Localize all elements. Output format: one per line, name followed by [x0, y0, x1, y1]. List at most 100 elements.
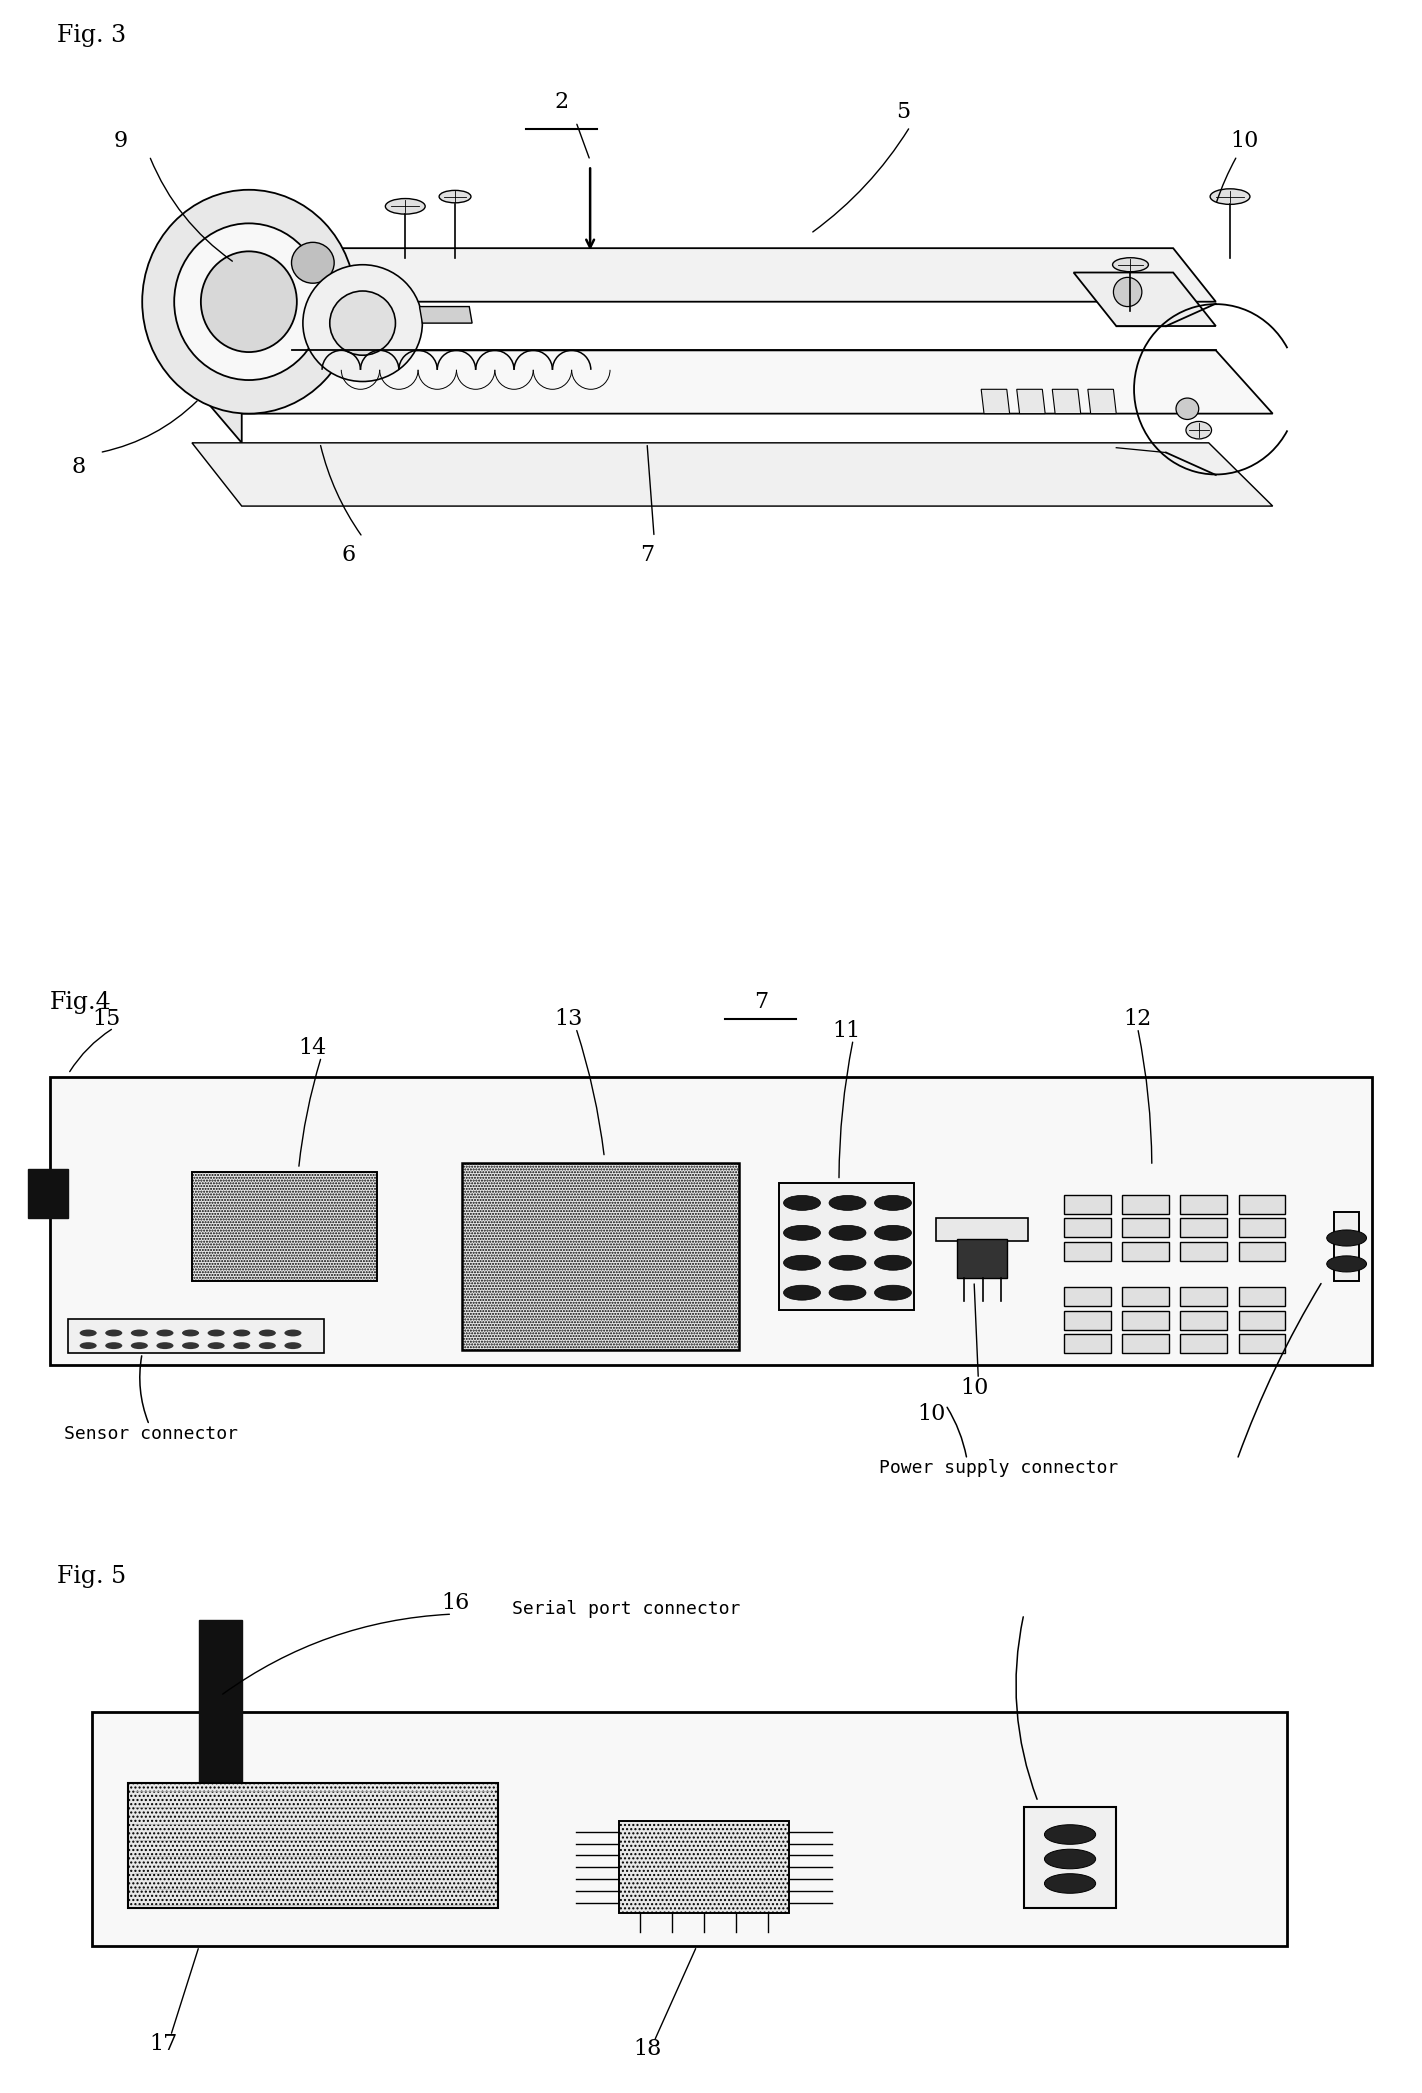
- Text: 5: 5: [896, 100, 910, 123]
- Circle shape: [131, 1342, 148, 1350]
- Bar: [1334, 1212, 1359, 1281]
- Bar: [1122, 1218, 1169, 1237]
- Bar: [1024, 1806, 1116, 1909]
- Bar: [1122, 1287, 1169, 1306]
- Text: Fig.4: Fig.4: [50, 990, 111, 1013]
- Circle shape: [784, 1285, 820, 1300]
- Text: 17: 17: [149, 2032, 178, 2055]
- Bar: [1239, 1241, 1285, 1260]
- Polygon shape: [249, 249, 1216, 301]
- Polygon shape: [192, 350, 242, 444]
- Circle shape: [829, 1285, 866, 1300]
- Ellipse shape: [1186, 421, 1212, 440]
- Circle shape: [233, 1329, 250, 1337]
- Polygon shape: [1017, 389, 1045, 414]
- Circle shape: [875, 1285, 912, 1300]
- Bar: [1064, 1333, 1111, 1352]
- Circle shape: [233, 1342, 250, 1350]
- Text: 11: 11: [832, 1019, 860, 1042]
- Circle shape: [105, 1329, 122, 1337]
- Circle shape: [182, 1329, 199, 1337]
- Ellipse shape: [142, 190, 356, 414]
- Circle shape: [784, 1195, 820, 1210]
- Bar: [1122, 1333, 1169, 1352]
- Bar: [1180, 1287, 1227, 1306]
- Circle shape: [131, 1329, 148, 1337]
- Polygon shape: [1052, 389, 1081, 414]
- Bar: [1180, 1333, 1227, 1352]
- Ellipse shape: [303, 264, 422, 381]
- Circle shape: [208, 1342, 225, 1350]
- Ellipse shape: [292, 243, 334, 283]
- Bar: [50, 1076, 1372, 1365]
- Circle shape: [829, 1256, 866, 1270]
- Bar: [1180, 1310, 1227, 1329]
- Bar: [1064, 1241, 1111, 1260]
- Polygon shape: [1088, 389, 1116, 414]
- Bar: [779, 1183, 914, 1310]
- Text: 7: 7: [754, 990, 768, 1013]
- Circle shape: [1044, 1825, 1095, 1844]
- Text: 9: 9: [114, 130, 128, 153]
- Ellipse shape: [385, 199, 425, 213]
- Circle shape: [80, 1342, 97, 1350]
- Text: 12: 12: [1123, 1009, 1152, 1030]
- Circle shape: [1327, 1231, 1367, 1245]
- Circle shape: [1327, 1256, 1367, 1273]
- Ellipse shape: [1112, 257, 1149, 272]
- Bar: [1180, 1218, 1227, 1237]
- Circle shape: [829, 1224, 866, 1241]
- Text: 15: 15: [92, 1009, 121, 1030]
- Polygon shape: [192, 444, 1273, 507]
- Bar: [28, 1168, 68, 1218]
- Bar: [1239, 1310, 1285, 1329]
- Text: Sensor connector: Sensor connector: [64, 1425, 237, 1442]
- Circle shape: [829, 1195, 866, 1210]
- Bar: [1122, 1241, 1169, 1260]
- Bar: [1122, 1310, 1169, 1329]
- Circle shape: [784, 1256, 820, 1270]
- Polygon shape: [981, 389, 1010, 414]
- Ellipse shape: [1176, 398, 1199, 419]
- Bar: [1064, 1287, 1111, 1306]
- Bar: [1180, 1195, 1227, 1214]
- Text: Fig. 5: Fig. 5: [57, 1566, 127, 1589]
- Polygon shape: [192, 350, 1273, 414]
- Polygon shape: [249, 249, 292, 350]
- Circle shape: [208, 1329, 225, 1337]
- Bar: [1239, 1333, 1285, 1352]
- Text: 16: 16: [441, 1593, 469, 1614]
- Circle shape: [784, 1224, 820, 1241]
- Bar: [1239, 1195, 1285, 1214]
- Text: Power supply connector: Power supply connector: [879, 1459, 1118, 1478]
- Text: 7: 7: [640, 544, 654, 565]
- Bar: [1239, 1218, 1285, 1237]
- Text: 18: 18: [633, 2039, 661, 2060]
- Text: 10: 10: [1230, 130, 1258, 153]
- Bar: [1239, 1287, 1285, 1306]
- Circle shape: [1044, 1850, 1095, 1869]
- Bar: [192, 1172, 377, 1281]
- Text: 6: 6: [341, 544, 356, 565]
- Text: Serial port connector: Serial port connector: [512, 1599, 741, 1618]
- Text: Fig. 3: Fig. 3: [57, 25, 127, 48]
- Ellipse shape: [1210, 188, 1250, 205]
- Ellipse shape: [1113, 278, 1142, 306]
- Polygon shape: [419, 306, 472, 322]
- Bar: [619, 1821, 789, 1913]
- Bar: [936, 1218, 1028, 1241]
- Text: 2: 2: [555, 92, 569, 113]
- Circle shape: [875, 1256, 912, 1270]
- Circle shape: [156, 1329, 173, 1337]
- Circle shape: [80, 1329, 97, 1337]
- Ellipse shape: [439, 190, 471, 203]
- Text: 10: 10: [960, 1377, 988, 1398]
- Circle shape: [875, 1224, 912, 1241]
- Circle shape: [259, 1329, 276, 1337]
- Bar: [68, 1319, 324, 1352]
- Bar: [199, 1620, 242, 1787]
- Bar: [1064, 1218, 1111, 1237]
- Text: 14: 14: [299, 1036, 327, 1059]
- Text: 10: 10: [917, 1402, 946, 1425]
- Bar: [957, 1239, 1007, 1279]
